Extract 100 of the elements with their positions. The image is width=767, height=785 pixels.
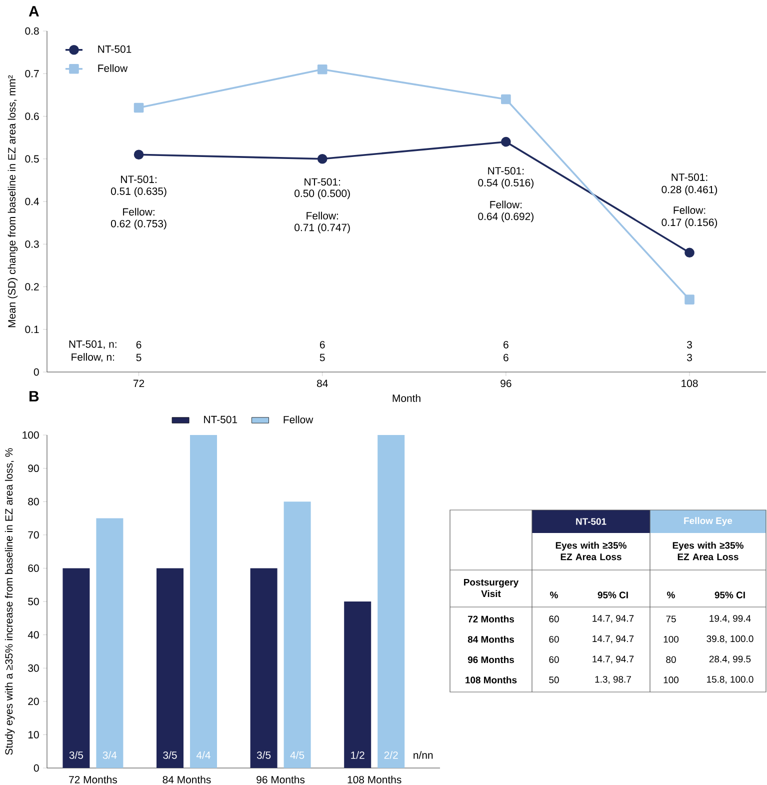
legend-label: Fellow (98, 64, 128, 72)
point (684, 294, 694, 304)
y-tick-label: 0.5 (25, 155, 39, 163)
bar (378, 435, 405, 768)
text: 75 (666, 616, 676, 622)
annotation: 0.17 (0.156) (662, 218, 718, 228)
annotation: 3 (686, 341, 692, 348)
text: 95% CI (598, 592, 628, 598)
annotation: 1/2 (351, 751, 364, 759)
y-tick-label: 60 (28, 564, 39, 572)
y-tick-label: 80 (28, 498, 39, 506)
x-tick-label: 96 (500, 380, 512, 388)
text: 39.8, 100.0 (706, 635, 754, 644)
bar (96, 518, 124, 768)
annotation: NT-501, n: (69, 340, 116, 350)
legend-label: Fellow (284, 416, 314, 424)
x-tick-label: 72 (134, 380, 144, 387)
annotation: 5 (320, 354, 325, 362)
annotation: Fellow: (123, 208, 154, 216)
annotation: 6 (136, 341, 142, 348)
annotation: NT-501: (304, 178, 340, 186)
point (501, 94, 511, 104)
text: 19.4, 99.4 (710, 615, 751, 623)
text: 50 (549, 676, 559, 684)
annotation: 0.54 (0.516) (478, 178, 534, 188)
text: 72 Months (468, 616, 514, 622)
bar (62, 568, 90, 768)
annotation: Fellow: (674, 206, 706, 214)
annotation: 3 (686, 354, 692, 362)
annotation: 3/5 (163, 751, 177, 759)
y-tick-label: 0.7 (25, 70, 39, 78)
text: 60 (549, 656, 559, 663)
annotation: 0.62 (0.753) (110, 220, 166, 230)
annotation: NT-501: (121, 176, 156, 184)
x-tick-label: 84 Months (162, 776, 211, 784)
annotation: 4/4 (196, 751, 210, 759)
text: 95% CI (714, 592, 745, 598)
bar (250, 568, 278, 768)
annotation: n/nn (414, 751, 433, 759)
chart-title: B (30, 391, 39, 402)
y-tick-label: 0 (34, 764, 39, 772)
chart-title: A (28, 6, 39, 16)
annotation: 5 (136, 354, 142, 362)
y-tick-label: 20 (28, 698, 39, 706)
annotation: 3/4 (102, 751, 117, 759)
annotation: NT-501: (488, 167, 524, 175)
y-tick-label: 40 (28, 631, 39, 639)
text: 1.3, 98.7 (595, 676, 631, 684)
legend-label: NT-501 (204, 416, 238, 424)
y-tick-label: 90 (28, 464, 39, 472)
text: Eyes with ≥35% EZ Area Loss (556, 542, 626, 560)
text: Eyes with ≥35% EZ Area Loss (672, 542, 744, 560)
text: 14.7, 94.7 (592, 656, 634, 664)
text: 14.7, 94.7 (592, 635, 634, 644)
annotation: Fellow: (306, 212, 338, 220)
point (134, 150, 144, 160)
annotation: 0.50 (0.500) (294, 189, 350, 200)
text: 108 Months (466, 676, 517, 684)
annotation: 6 (320, 341, 325, 348)
y-tick-label: 0.4 (25, 198, 39, 206)
text: 80 (666, 656, 676, 663)
bar (190, 435, 218, 768)
text: 84 Months (468, 636, 514, 643)
y-tick-label: 100 (22, 431, 39, 439)
bar (156, 568, 184, 768)
x-tick-label: 108 (682, 380, 698, 388)
annotation: 6 (504, 341, 508, 348)
point (317, 64, 328, 74)
legend-label: NT-501 (98, 45, 132, 53)
y-tick-label: 0 (34, 368, 39, 376)
y-tick-label: 30 (28, 664, 39, 672)
text: 60 (549, 636, 559, 643)
y-tick-label: 0.6 (25, 112, 39, 120)
x-tick-label: 84 (317, 380, 328, 388)
x-tick-label: 96 Months (256, 776, 305, 784)
bar (284, 502, 311, 768)
annotation: 0.28 (0.461) (662, 186, 718, 196)
y-tick-label: 0.2 (25, 283, 39, 290)
text: 15.8, 100.0 (707, 676, 754, 684)
text: Postsurgery Visit (464, 578, 519, 598)
y-tick-label: 0.3 (25, 240, 39, 248)
text: 28.4, 99.5 (709, 656, 751, 664)
text: 96 Months (468, 656, 514, 664)
text: 60 (549, 616, 559, 622)
y-tick-label: 50 (28, 598, 39, 606)
annotation: 0.64 (0.692) (478, 212, 534, 222)
y-axis-title: Mean (SD) change from baseline in EZ area loss, mm² (8, 75, 18, 328)
y-tick-label: 0.8 (25, 27, 39, 35)
point (134, 102, 144, 113)
annotation: 6 (504, 354, 508, 362)
annotation: 0.51 (0.635) (110, 187, 166, 198)
text: 100 (664, 636, 679, 643)
point (684, 248, 694, 258)
annotation: 3/5 (256, 751, 271, 759)
y-tick-label: 70 (28, 531, 39, 539)
text: 100 (664, 676, 679, 684)
annotation: 3/5 (69, 751, 84, 759)
text: % (550, 592, 558, 598)
annotation: Fellow: (490, 200, 522, 208)
text: % (667, 592, 675, 598)
